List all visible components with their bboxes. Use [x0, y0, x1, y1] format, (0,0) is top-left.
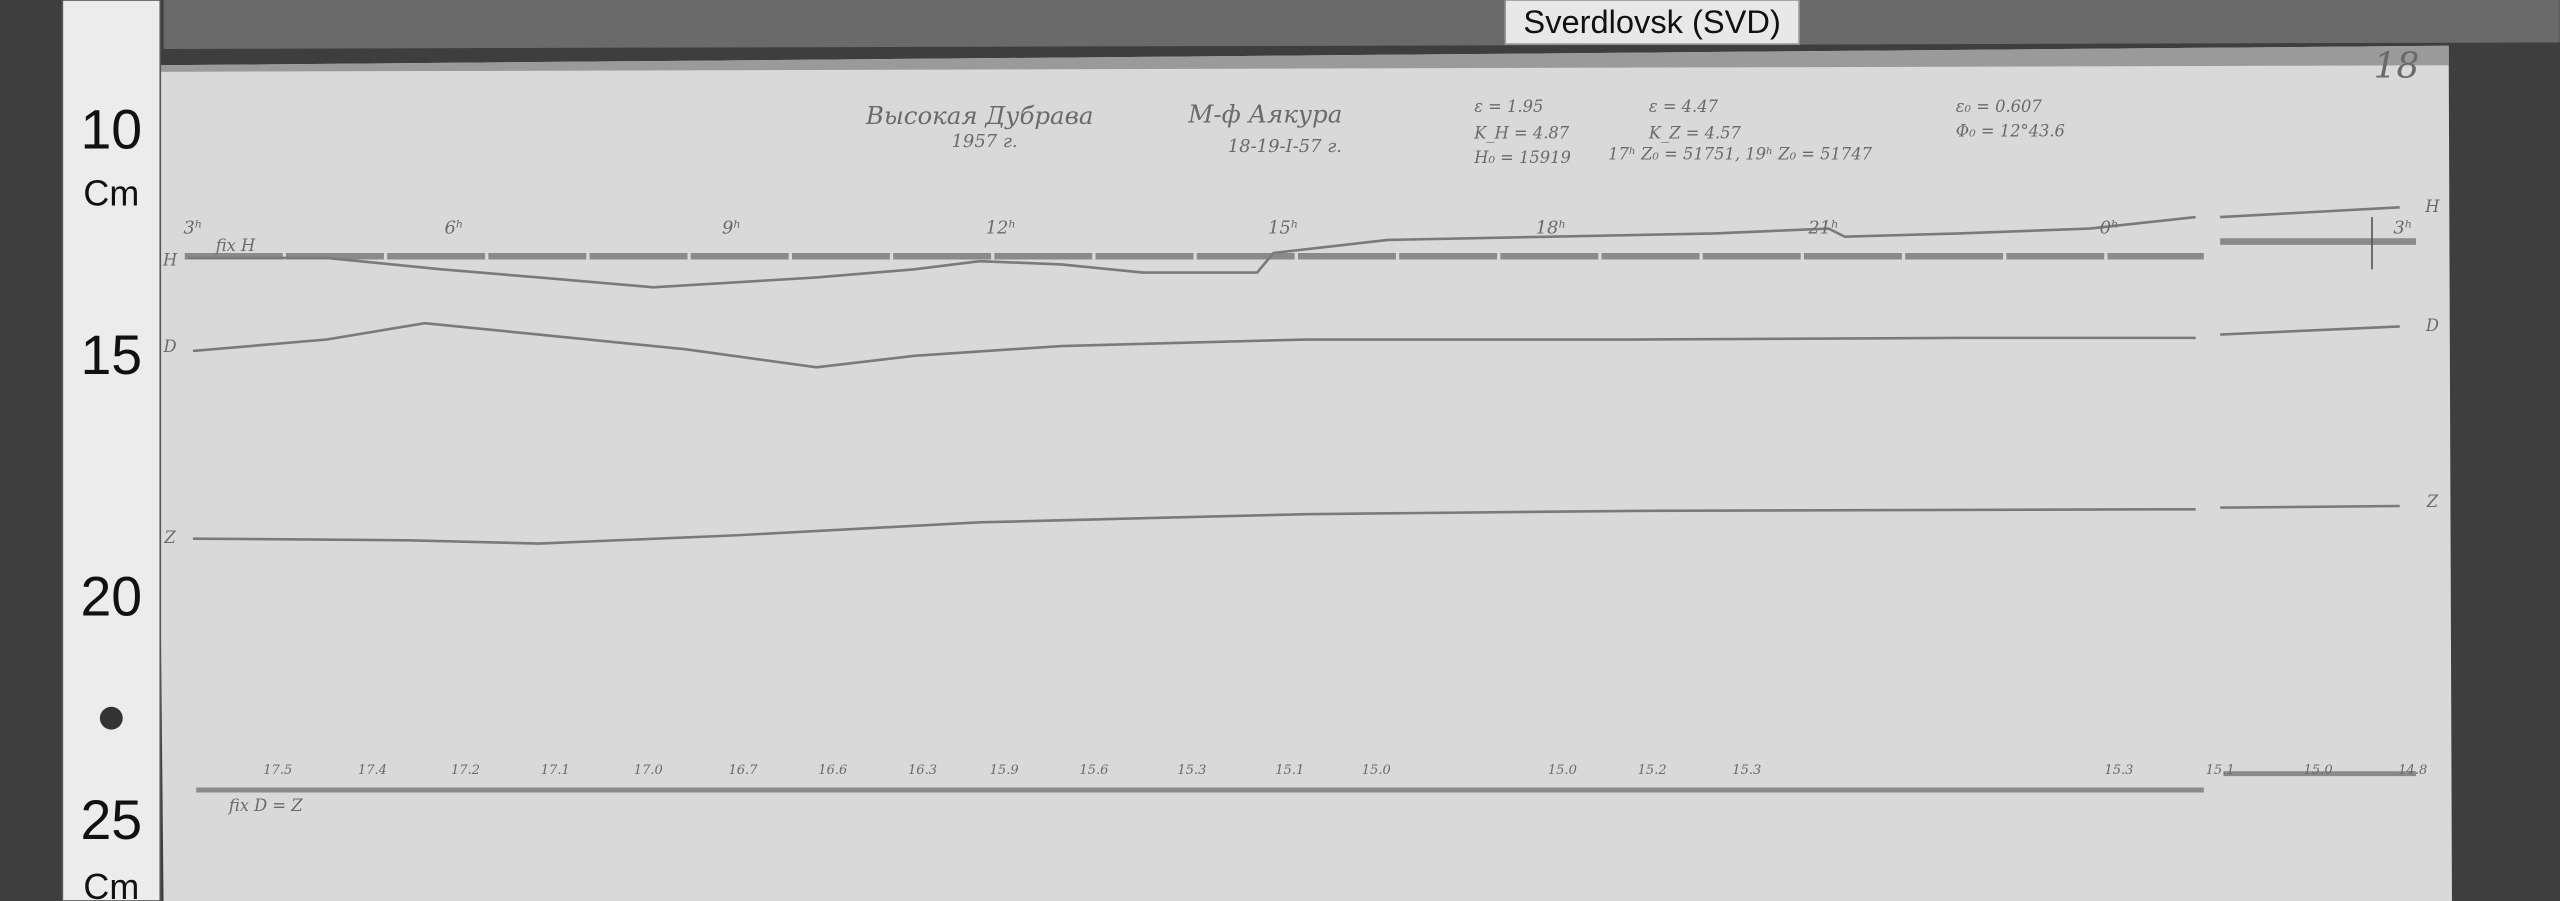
bottom-value: 15.0: [2304, 763, 2333, 778]
hour-label: 12ʰ: [986, 218, 1017, 239]
fix-dz: fix D = Z: [227, 796, 303, 815]
hour-label: 6ʰ: [444, 218, 463, 239]
ruler-hole: [99, 706, 123, 730]
trace-h: [2220, 205, 2400, 219]
observer: М-ф Аякура: [1187, 99, 1342, 128]
trace-label: D: [2425, 316, 2439, 335]
station-label: Sverdlovsk (SVD): [1523, 3, 1780, 40]
bottom-value: 17.5: [263, 763, 292, 778]
bottom-value: 17.1: [541, 763, 570, 778]
ruler: [61, 0, 162, 901]
trace-label: Z: [2426, 492, 2439, 511]
trace-label: H: [162, 251, 178, 270]
trace-label: Z: [163, 528, 176, 547]
dates: 18-19-I-57 г.: [1228, 136, 1342, 157]
bottom-value: 17.4: [358, 763, 387, 778]
ruler-label: 10: [80, 99, 142, 161]
bottom-value: 15.2: [1638, 763, 1667, 778]
bottom-value: 15.1: [2206, 763, 2235, 778]
trace-z: [192, 507, 2196, 545]
bottom-value: 17.0: [634, 763, 663, 778]
bottom-value: 15.0: [1362, 763, 1391, 778]
hour-label: 18ʰ: [1536, 218, 1567, 239]
bottom-value: 15.6: [1079, 763, 1108, 778]
station-label-box: [1504, 0, 1800, 45]
trace-label: H: [2424, 197, 2440, 216]
trace-d: [2220, 325, 2400, 336]
paper-edge: [155, 45, 2449, 72]
ruler-label: 25: [80, 789, 142, 851]
trace-label: D: [163, 337, 177, 356]
ruler-label: 20: [80, 565, 142, 627]
parameter: ε = 4.47: [1649, 97, 1719, 116]
bottom-value: 15.3: [1732, 763, 1761, 778]
bottom-value: 15.0: [1548, 763, 1577, 778]
ruler-label: Cm: [83, 867, 139, 901]
trace-d: [192, 321, 2196, 369]
bottom-value: 14.8: [2398, 763, 2427, 778]
fix-h: fix H: [214, 236, 256, 255]
trace-h: [188, 215, 2196, 289]
hour-label: 3ʰ: [183, 218, 202, 239]
parameter: K_H = 4.87: [1473, 123, 1570, 142]
hour-label: 9ʰ: [722, 218, 741, 239]
bottom-value: 16.6: [818, 763, 847, 778]
parameter: ε₀ = 0.607: [1956, 97, 2043, 116]
parameter: K_Z = 4.57: [1648, 123, 1742, 142]
hour-label: 21ʰ: [1807, 218, 1839, 239]
hour-label: 3ʰ: [2393, 218, 2412, 239]
parameter: H₀ = 15919: [1473, 148, 1571, 167]
parameter: Φ₀ = 12°43.6: [1956, 122, 2065, 141]
parameter: ε = 1.95: [1474, 97, 1543, 116]
bottom-value: 15.3: [1177, 763, 1206, 778]
title: Высокая Дубрава: [865, 101, 1094, 130]
hour-label: 15ʰ: [1268, 218, 1299, 239]
bottom-value: 15.3: [2104, 763, 2133, 778]
bottom-value: 16.3: [908, 763, 937, 778]
bottom-value: 15.1: [1275, 763, 1304, 778]
bottom-value: 15.9: [990, 763, 1019, 778]
parameter: 17ʰ Z₀ = 51751, 19ʰ Z₀ = 51747: [1608, 145, 1873, 164]
year: 1957 г.: [952, 131, 1018, 152]
ruler-label: 15: [80, 324, 142, 386]
top-strip: [163, 0, 2560, 49]
bottom-value: 17.2: [451, 763, 480, 778]
trace-z: [2220, 504, 2400, 509]
traces: [184, 205, 2417, 793]
ruler-label: Cm: [83, 173, 139, 213]
page-number: 18: [2374, 46, 2420, 87]
bottom-value: 16.7: [728, 763, 758, 778]
hour-label: 0ʰ: [2100, 218, 2119, 239]
